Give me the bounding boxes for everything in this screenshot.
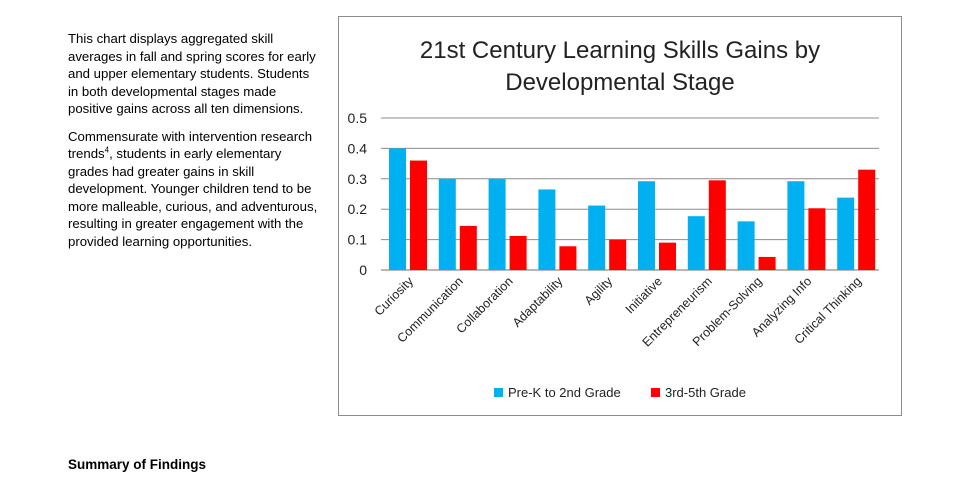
bar-3rd-5th [509,235,527,270]
findings-paragraph: Commensurate with intervention research … [68,128,320,251]
bar-3rd-5th [858,169,876,270]
findings-text-end: , students in early elementary grades ha… [68,146,318,249]
y-tick-label: 0.3 [348,171,368,187]
bar-3rd-5th [459,225,477,270]
category-label: Curiosity [372,274,417,319]
bar-3rd-5th [808,208,826,270]
bar-3rd-5th [708,180,726,270]
y-tick-label: 0.4 [348,140,368,156]
bar-3rd-5th [659,242,676,270]
bar-3rd-5th [410,160,427,270]
y-tick-label: 0 [359,262,367,278]
bar-prek-2nd [737,221,755,270]
category-label: Agility [582,274,616,308]
bar-prek-2nd [687,216,705,270]
bar-prek-2nd [389,148,406,270]
bar-prek-2nd [538,189,556,270]
bar-prek-2nd [488,178,506,270]
section-heading: Summary of Findings [68,457,207,472]
category-label: Initiative [623,274,665,316]
legend-swatch [494,388,503,397]
bar-chart: 21st Century Learning Skills Gains by Dev… [348,37,879,400]
legend-label: Pre-K to 2nd Grade [508,385,621,400]
findings-text-start: Commensurate with intervention research … [68,128,313,162]
intro-text-block: This chart displays aggregated skill ave… [68,30,320,260]
intro-paragraph: This chart displays aggregated skill ave… [68,31,316,116]
chart-title-line: 21st Century Learning Skills Gains by [420,37,820,64]
bar-prek-2nd [837,197,855,270]
bar-prek-2nd [588,205,606,270]
y-tick-label: 0.5 [348,110,368,126]
chart-container: 21st Century Learning Skills Gains by Dev… [338,16,902,416]
y-tick-label: 0.1 [348,232,368,248]
chart-title-line: Developmental Stage [505,69,734,96]
bar-3rd-5th [758,256,776,270]
bar-prek-2nd [787,181,805,270]
category-label: Adaptability [510,274,566,330]
bar-prek-2nd [638,181,655,270]
y-tick-label: 0.2 [348,201,368,217]
legend-label: 3rd-5th Grade [665,385,746,400]
bar-3rd-5th [609,239,627,270]
bar-3rd-5th [559,246,577,270]
legend-swatch [651,388,660,397]
bar-prek-2nd [438,178,456,270]
footnote-marker[interactable]: 4 [104,145,110,155]
